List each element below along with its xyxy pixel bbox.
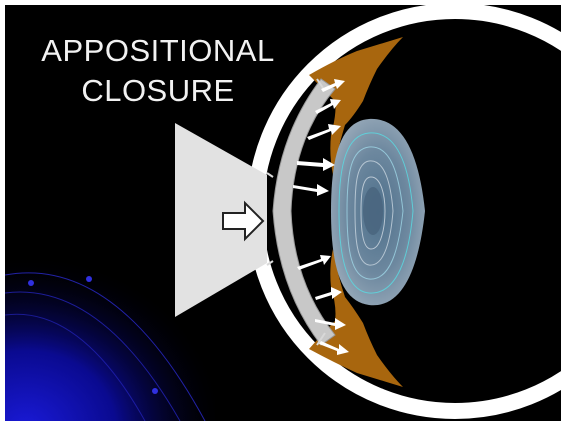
- eye-diagram: [5, 5, 561, 421]
- slide-title: APPOSITIONAL CLOSURE: [13, 31, 303, 111]
- title-line-1: APPOSITIONAL: [41, 33, 275, 68]
- title-line-2: CLOSURE: [81, 73, 235, 108]
- iris-upper: [309, 37, 403, 175]
- lens: [331, 118, 425, 306]
- light-beam: [175, 123, 267, 317]
- iris-lower: [309, 249, 403, 387]
- white-arrow-icon: [293, 79, 349, 355]
- outline-right-arrow-icon: [222, 200, 265, 242]
- slide-canvas: APPOSITIONAL CLOSURE: [5, 5, 561, 421]
